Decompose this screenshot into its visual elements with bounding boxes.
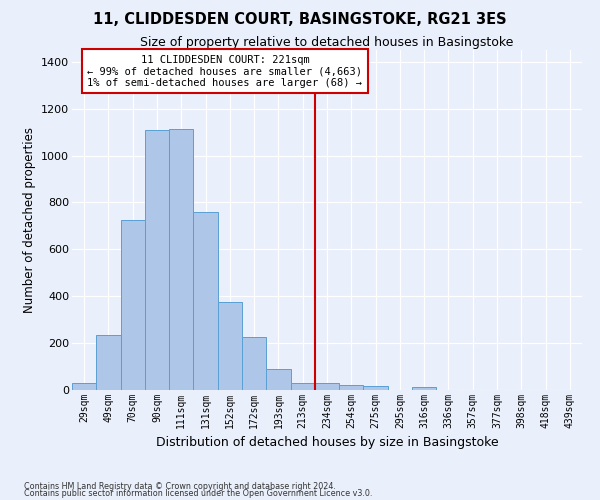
Bar: [145, 130, 169, 390]
Bar: [339, 384, 364, 390]
Bar: [290, 383, 315, 390]
Bar: [412, 387, 436, 390]
Bar: [96, 335, 121, 390]
Title: Size of property relative to detached houses in Basingstoke: Size of property relative to detached ho…: [140, 36, 514, 49]
Bar: [193, 212, 218, 390]
Text: Contains public sector information licensed under the Open Government Licence v3: Contains public sector information licen…: [24, 490, 373, 498]
Bar: [218, 302, 242, 390]
Bar: [169, 128, 193, 390]
Bar: [266, 370, 290, 390]
Bar: [72, 383, 96, 390]
Bar: [315, 384, 339, 390]
Y-axis label: Number of detached properties: Number of detached properties: [23, 127, 35, 313]
X-axis label: Distribution of detached houses by size in Basingstoke: Distribution of detached houses by size …: [155, 436, 499, 450]
Text: Contains HM Land Registry data © Crown copyright and database right 2024.: Contains HM Land Registry data © Crown c…: [24, 482, 336, 491]
Bar: [242, 337, 266, 390]
Bar: [364, 386, 388, 390]
Text: 11, CLIDDESDEN COURT, BASINGSTOKE, RG21 3ES: 11, CLIDDESDEN COURT, BASINGSTOKE, RG21 …: [93, 12, 507, 28]
Text: 11 CLIDDESDEN COURT: 221sqm
← 99% of detached houses are smaller (4,663)
1% of s: 11 CLIDDESDEN COURT: 221sqm ← 99% of det…: [88, 54, 362, 88]
Bar: [121, 220, 145, 390]
